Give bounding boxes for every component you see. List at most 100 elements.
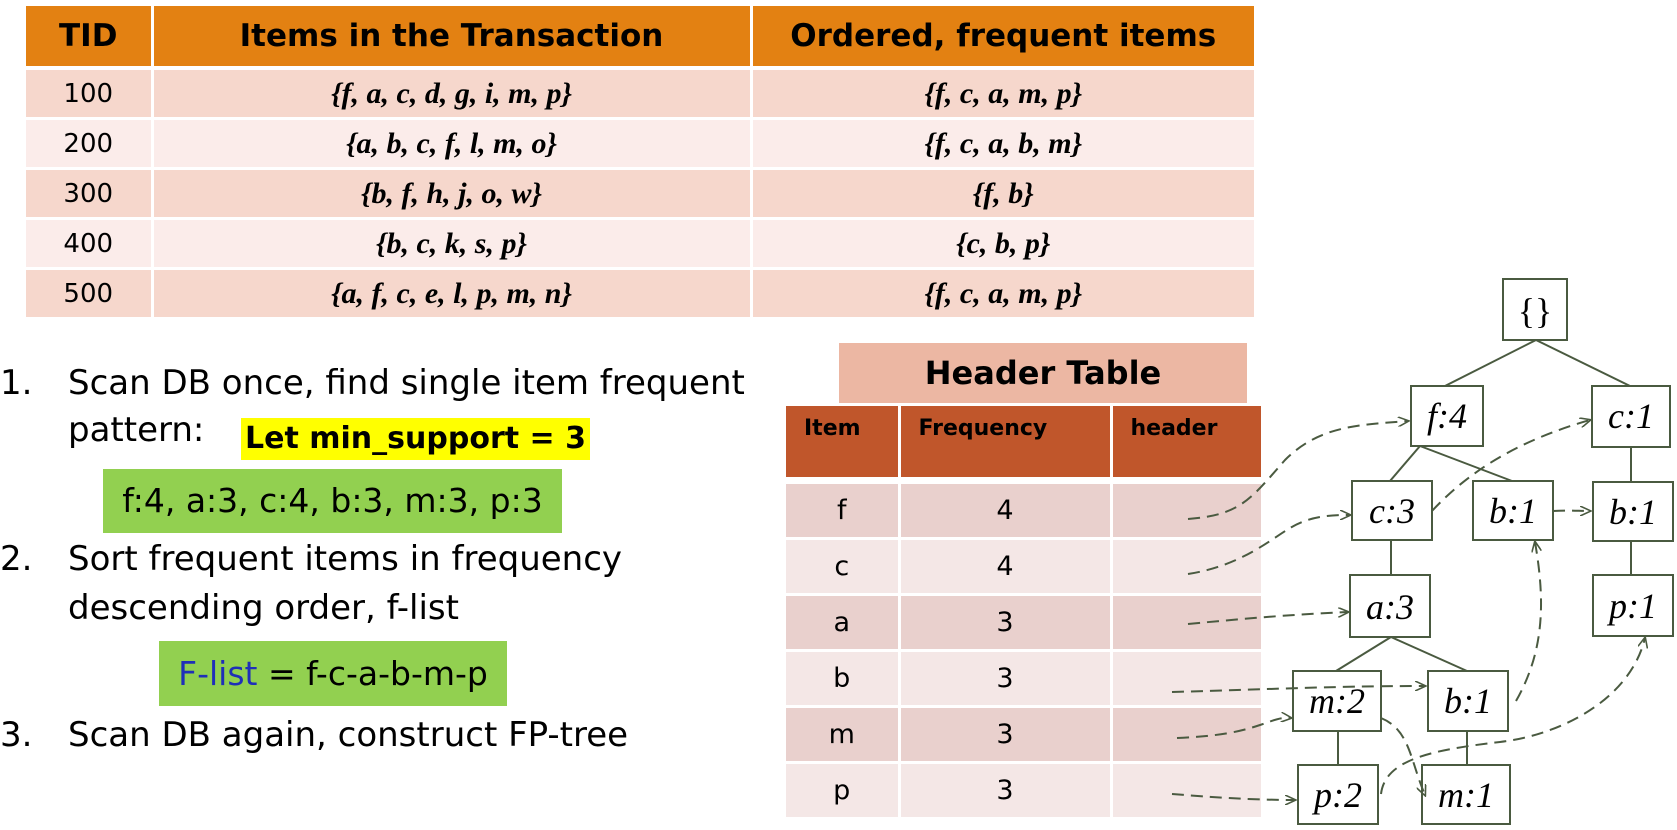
step-text-line1: Scan DB again, construct FP-tree xyxy=(68,715,629,755)
tree-edge xyxy=(1389,445,1421,482)
transaction-table: TID Items in the Transaction Ordered, fr… xyxy=(26,6,1254,320)
header-table-head-row: Item Frequency header xyxy=(786,406,1261,484)
ordered-items-cell: {f, c, a, m, p} xyxy=(751,68,1254,120)
items-cell: {a, b, c, f, l, m, o} xyxy=(152,118,753,170)
tree-node-box xyxy=(1351,480,1433,541)
frequency-cell: 3 xyxy=(899,650,1113,708)
tree-node-p2: p:2 xyxy=(1311,775,1362,815)
tree-node-box xyxy=(1592,481,1674,542)
items-cell: {b, c, k, s, p} xyxy=(152,218,753,270)
frequency-cell: 3 xyxy=(899,762,1113,820)
tree-node-p1: p:1 xyxy=(1606,586,1657,626)
frequency-cell: 4 xyxy=(899,480,1113,540)
header-link-cell xyxy=(1111,650,1261,708)
column-header-header: header xyxy=(1111,406,1261,484)
tree-node-b1: b:1 xyxy=(1609,492,1657,532)
tree-edge xyxy=(1390,636,1468,672)
column-header-tid: TID xyxy=(26,6,154,70)
tree-node-f4: f:4 xyxy=(1427,396,1467,436)
table-row: 300 {b, f, h, j, o, w} {f, b} xyxy=(26,168,1254,220)
tid-cell: 300 xyxy=(26,168,154,220)
header-link-cell xyxy=(1111,706,1261,764)
table-row: b 3 xyxy=(786,650,1261,708)
tree-node-c3: c:3 xyxy=(1369,491,1415,531)
items-cell: {b, f, h, j, o, w} xyxy=(152,168,753,220)
table-row: p 3 xyxy=(786,762,1261,820)
frequency-cell: 3 xyxy=(899,594,1113,652)
node-link-m2-to-m1 xyxy=(1380,717,1425,795)
item-cell: a xyxy=(786,594,901,652)
step-number: 2. xyxy=(0,539,33,579)
tree-edges xyxy=(1335,339,1632,765)
step-number: 1. xyxy=(0,363,33,403)
item-cell: f xyxy=(786,480,901,540)
tree-edge xyxy=(1444,339,1537,387)
transaction-table-header-row: TID Items in the Transaction Ordered, fr… xyxy=(26,6,1254,70)
flist-label: F-list xyxy=(178,654,258,693)
frequency-cell: 3 xyxy=(899,706,1113,764)
header-table-title: Header Table xyxy=(839,343,1247,403)
ordered-items-cell: {f, c, a, b, m} xyxy=(751,118,1254,170)
tree-node-c1: c:1 xyxy=(1608,396,1654,436)
item-cell: m xyxy=(786,706,901,764)
tree-edge xyxy=(1335,636,1392,672)
tree-node-box xyxy=(1292,670,1382,732)
flist-value: = f-c-a-b-m-p xyxy=(257,654,488,693)
step-text-line2: descending order, f-list xyxy=(68,588,459,628)
column-header-items: Items in the Transaction xyxy=(152,6,753,70)
tree-node-box xyxy=(1421,764,1511,825)
tree-edge xyxy=(1419,445,1513,482)
tid-cell: 100 xyxy=(26,68,154,120)
tree-node-m1: m:1 xyxy=(1438,775,1494,815)
tree-node-m2: m:2 xyxy=(1309,681,1365,721)
tid-cell: 200 xyxy=(26,118,154,170)
tree-edge xyxy=(1535,339,1631,387)
min-support-highlight: Let min_support = 3 xyxy=(241,418,590,460)
step-text-line2: pattern: xyxy=(68,410,205,450)
flist-box: F-list = f-c-a-b-m-p xyxy=(159,641,507,706)
column-header-frequency: Frequency xyxy=(899,406,1113,484)
tree-node-box xyxy=(1592,574,1674,637)
table-row: 100 {f, a, c, d, g, i, m, p} {f, c, a, m… xyxy=(26,68,1254,120)
tree-node-box xyxy=(1410,385,1484,447)
item-cell: p xyxy=(786,762,901,820)
header-link-cell xyxy=(1111,480,1261,540)
tree-node-box xyxy=(1427,670,1509,732)
tree-node-b1: b:1 xyxy=(1489,491,1537,531)
table-row: 400 {b, c, k, s, p} {c, b, p} xyxy=(26,218,1254,270)
tid-cell: 400 xyxy=(26,218,154,270)
table-row: f 4 xyxy=(786,480,1261,540)
tid-cell: 500 xyxy=(26,268,154,320)
tree-node-box xyxy=(1591,385,1671,448)
tree-node-box xyxy=(1349,574,1431,638)
tree-node-b1: b:1 xyxy=(1444,681,1492,721)
items-cell: {a, f, c, e, l, p, m, n} xyxy=(152,268,753,320)
step-number: 3. xyxy=(0,715,33,755)
ordered-items-cell: {c, b, p} xyxy=(751,218,1254,270)
node-link-c-to-c1 xyxy=(1431,420,1590,512)
step-text-line1: Scan DB once, find single item frequent xyxy=(68,363,745,403)
tree-node-labels: {} f:4 c:1 c:3 b:1 b:1 a:3 p:1 m:2 b:1 p… xyxy=(1309,291,1657,815)
item-cell: b xyxy=(786,650,901,708)
items-cell: {f, a, c, d, g, i, m, p} xyxy=(152,68,753,120)
frequency-cell: 4 xyxy=(899,538,1113,596)
column-header-item: Item xyxy=(786,406,901,484)
table-row: 200 {a, b, c, f, l, m, o} {f, c, a, b, m… xyxy=(26,118,1254,170)
table-row: 500 {a, f, c, e, l, p, m, n} {f, c, a, m… xyxy=(26,268,1254,320)
ordered-items-cell: {f, b} xyxy=(751,168,1254,220)
table-row: m 3 xyxy=(786,706,1261,764)
node-link-p2-to-p1 xyxy=(1380,638,1645,795)
step-text-line1: Sort frequent items in frequency xyxy=(68,539,623,579)
table-row: c 4 xyxy=(786,538,1261,596)
header-table: Item Frequency header f 4 c 4 a 3 b 3 m … xyxy=(786,406,1261,820)
item-cell: c xyxy=(786,538,901,596)
tree-node-root-box xyxy=(1502,278,1568,341)
frequent-items-box: f:4, a:3, c:4, b:3, m:3, p:3 xyxy=(103,469,562,533)
tree-node-a3: a:3 xyxy=(1366,587,1414,627)
ordered-items-cell: {f, c, a, m, p} xyxy=(751,268,1254,320)
column-header-ordered-items: Ordered, frequent items xyxy=(751,6,1254,70)
table-row: a 3 xyxy=(786,594,1261,652)
header-link-cell xyxy=(1111,594,1261,652)
node-link-b-to-b1-mid xyxy=(1515,542,1543,702)
tree-node-root: {} xyxy=(1518,291,1553,331)
